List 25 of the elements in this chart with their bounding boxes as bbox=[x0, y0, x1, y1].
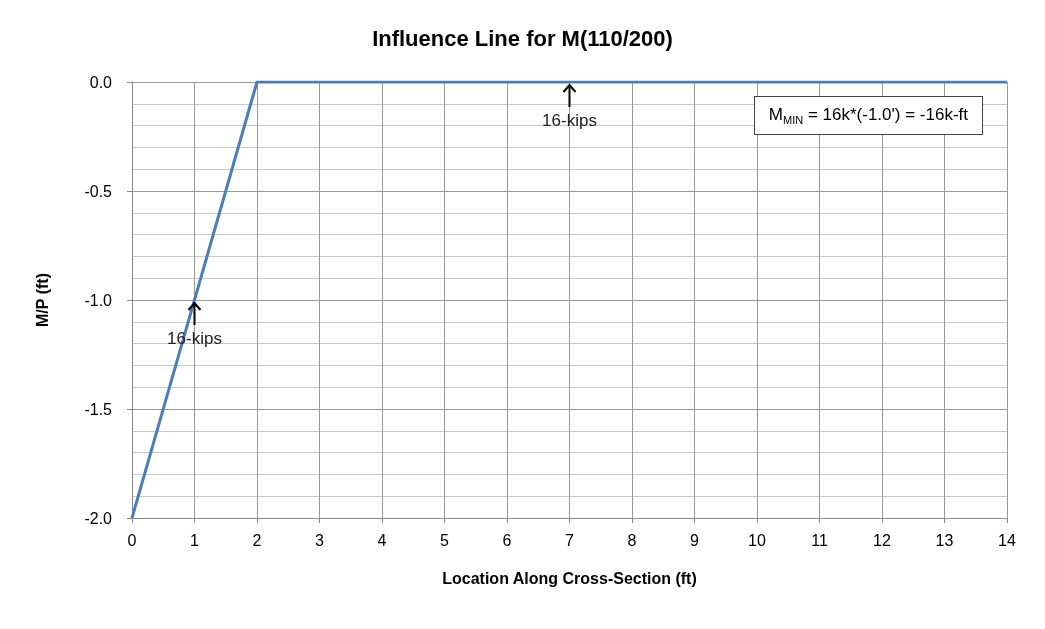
x-tick-label: 4 bbox=[377, 531, 387, 549]
x-tick-label: 10 bbox=[748, 531, 766, 549]
y-tick-label: 0.0 bbox=[89, 73, 113, 91]
annotation: 16-kips bbox=[542, 111, 597, 131]
y-axis-title: M/P (ft) bbox=[33, 273, 51, 327]
chart-title: Influence Line for M(110/200) bbox=[372, 25, 673, 51]
x-tick-label: 9 bbox=[690, 531, 700, 549]
x-tick-label: 2 bbox=[252, 531, 262, 549]
x-tick-label: 3 bbox=[315, 531, 325, 549]
x-axis-title: Location Along Cross-Section (ft) bbox=[442, 569, 697, 587]
x-tick-label: 11 bbox=[811, 531, 828, 549]
y-tick-label: -2.0 bbox=[84, 509, 113, 527]
y-tick-label: -0.5 bbox=[84, 182, 113, 200]
x-tick-label: 6 bbox=[502, 531, 512, 549]
x-tick-label: 7 bbox=[565, 531, 575, 549]
y-tick-label: -1.0 bbox=[84, 291, 113, 309]
x-tick-label: 8 bbox=[627, 531, 637, 549]
x-tick-label: 12 bbox=[873, 531, 891, 549]
x-tick-label: 13 bbox=[935, 531, 954, 549]
x-tick-label: 1 bbox=[190, 531, 200, 549]
x-tick-label: 0 bbox=[127, 531, 137, 549]
x-tick-label: 5 bbox=[440, 531, 450, 549]
annotation: M$_{MIN}$ = 16k*(-1.0') = -16k-ft bbox=[753, 96, 983, 136]
x-tick-label: 14 bbox=[998, 531, 1016, 549]
y-tick-label: -1.5 bbox=[84, 400, 113, 418]
